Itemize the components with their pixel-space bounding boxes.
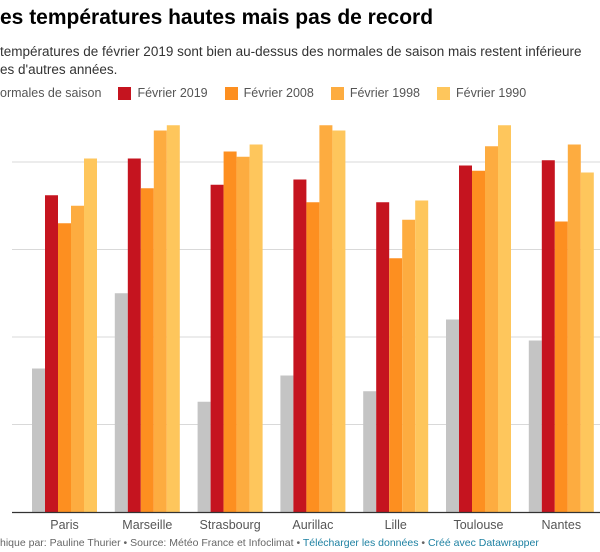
bar-nantes-0 [528, 340, 542, 512]
datawrapper-link[interactable]: Créé avec Datawrapper [427, 537, 539, 549]
bar-lille-2 [389, 258, 403, 512]
legend-item: Février 2019 [118, 86, 208, 100]
bar-nantes-3 [567, 144, 581, 512]
bar-paris-3 [71, 205, 84, 512]
legend-item: ormales de saison [0, 86, 101, 100]
x-tick-label: Aurillac [292, 518, 333, 532]
bar-aurillac-0 [280, 375, 294, 512]
bar-lille-4 [415, 200, 429, 512]
legend: ormales de saison Février 2019 Février 200… [0, 86, 543, 100]
legend-label: Février 1990 [456, 86, 527, 100]
chart-subtitle-line1: températures de février 2019 sont bien a… [0, 44, 582, 59]
x-tick-label: Paris [50, 518, 78, 532]
legend-label: Février 1998 [349, 86, 421, 100]
bar-nantes-4 [580, 172, 594, 512]
legend-label: Février 2019 [137, 86, 208, 100]
bar-nantes-2 [554, 221, 568, 512]
bar-toulouse-2 [472, 170, 485, 512]
legend-label: Février 2008 [243, 86, 314, 100]
bar-paris-1 [45, 195, 58, 512]
bar-strasbourg-0 [197, 401, 211, 512]
x-tick-label: Strasbourg [200, 518, 261, 532]
footer-separator: • [418, 537, 428, 549]
bar-aurillac-3 [319, 125, 333, 512]
bar-lille-1 [376, 202, 390, 512]
bar-toulouse-1 [459, 165, 472, 512]
chart-title: es températures hautes mais pas de recor… [0, 6, 434, 29]
bar-aurillac-2 [306, 202, 320, 512]
bar-toulouse-3 [485, 146, 498, 512]
legend-label: ormales de saison [0, 86, 102, 100]
legend-swatch [330, 86, 344, 100]
x-tick-label: Marseille [122, 518, 172, 532]
bar-toulouse-0 [446, 319, 459, 512]
bar-strasbourg-3 [236, 156, 250, 512]
download-data-link[interactable]: Télécharger les données [302, 537, 419, 549]
bar-marseille-1 [127, 158, 141, 512]
bar-paris-4 [84, 158, 97, 512]
x-tick-label: Lille [385, 518, 407, 532]
footer: hique par: Pauline Thurier • Source: Mét… [0, 537, 539, 549]
bar-strasbourg-2 [223, 151, 237, 512]
legend-swatch [224, 86, 238, 100]
bar-lille-3 [402, 219, 416, 512]
legend-item: Février 1998 [330, 86, 421, 100]
bar-aurillac-4 [332, 130, 346, 512]
bar-paris-2 [58, 223, 71, 512]
bar-paris-0 [32, 368, 45, 512]
legend-swatch [118, 86, 132, 100]
bar-marseille-2 [140, 188, 154, 512]
legend-swatch [437, 86, 451, 100]
bar-strasbourg-4 [249, 144, 263, 512]
x-tick-label: Nantes [541, 518, 581, 532]
bar-lille-0 [363, 391, 377, 512]
bar-aurillac-1 [293, 179, 307, 512]
bar-nantes-1 [541, 160, 555, 512]
footer-credit: hique par: Pauline Thurier • Source: Mét… [0, 537, 303, 549]
bar-marseille-0 [114, 293, 128, 512]
chart-subtitle-line2: es d'autres années. [0, 62, 118, 77]
legend-item: Février 1990 [437, 86, 526, 100]
bar-marseille-3 [153, 130, 167, 512]
bar-strasbourg-1 [210, 184, 224, 512]
bar-toulouse-4 [498, 125, 511, 512]
x-tick-label: Toulouse [453, 518, 503, 532]
bar-marseille-4 [166, 125, 180, 512]
legend-item: Février 2008 [224, 86, 314, 100]
